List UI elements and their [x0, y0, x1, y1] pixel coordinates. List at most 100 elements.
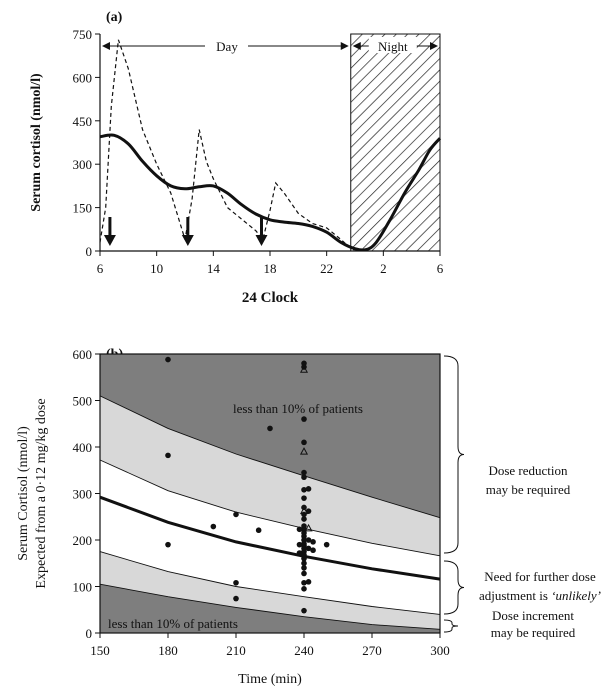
median-curve — [99, 495, 441, 581]
x-tick-label: 22 — [320, 261, 333, 276]
y-tick-label: 500 — [73, 394, 93, 409]
panel-b-chart: (b) 010020030040050060015018021024027030… — [16, 347, 601, 687]
y-tick-label: 600 — [73, 347, 93, 362]
x-tick-label: 6 — [437, 261, 444, 276]
day-arrow-left — [102, 42, 110, 50]
patient-point — [310, 547, 316, 554]
patient-point — [323, 541, 330, 548]
adjust-prefix: adjustment is — [479, 588, 551, 603]
dose-reduction-text-2: may be required — [486, 482, 571, 497]
y-tick-label: 400 — [73, 440, 93, 455]
upper-band-annotation: less than 10% of patients — [233, 401, 363, 416]
x-tick-label: 14 — [207, 261, 221, 276]
patient-point — [301, 486, 307, 493]
day-label: Day — [216, 39, 238, 54]
patient-point — [233, 595, 239, 602]
y-tick-label: 750 — [73, 27, 93, 42]
patient-point — [301, 439, 307, 446]
unlikely-word: ‘unlikely’ — [551, 588, 601, 603]
x-tick-label: 270 — [362, 643, 382, 658]
need-adjust-text-2: adjustment is ‘unlikely’ — [479, 588, 601, 603]
patient-point — [233, 511, 239, 518]
dose-reduction-text-1: Dose reduction — [488, 463, 568, 478]
dose-increment-brace — [443, 619, 459, 633]
patient-triangle — [299, 506, 309, 515]
band-bottom-dark — [100, 584, 440, 633]
x-tick-label: 210 — [226, 643, 246, 658]
panel-a-y-axis-label: Serum cortisol (nmol/l) — [29, 73, 44, 212]
patient-point — [301, 570, 307, 577]
patient-point — [301, 607, 307, 614]
patient-point — [305, 486, 312, 492]
patient-point — [301, 474, 307, 481]
patient-point — [301, 469, 307, 476]
dashed-cortisol-line — [99, 39, 363, 251]
patient-triangle — [299, 365, 309, 373]
x-tick-label: 300 — [430, 643, 450, 658]
dose-increment-text-1: Dose increment — [492, 608, 574, 623]
percentile-bands — [99, 354, 441, 633]
patient-point — [301, 565, 307, 571]
x-tick-label: 2 — [380, 261, 387, 276]
percentile-curve — [99, 583, 441, 630]
patient-point — [301, 555, 307, 562]
y-tick-label: 150 — [73, 201, 93, 216]
dose-arrows — [103, 217, 268, 246]
panel-b-y-axis-label-1: Serum Cortisol (nmol/l) — [16, 426, 31, 561]
x-tick-label: 180 — [158, 643, 178, 658]
patient-points — [165, 356, 330, 614]
panel-b-x-axis-label: Time (min) — [238, 672, 302, 687]
y-tick-label: 100 — [73, 580, 93, 595]
x-tick-label: 10 — [150, 261, 163, 276]
patient-triangle — [304, 523, 313, 532]
y-tick-label: 0 — [86, 244, 93, 259]
y-tick-label: 200 — [73, 533, 93, 548]
percentile-curve — [99, 395, 441, 519]
right-braces — [443, 355, 465, 633]
patient-point — [301, 416, 307, 422]
night-arrow-left — [352, 42, 361, 50]
percentile-curve — [99, 551, 441, 615]
patient-point — [305, 545, 312, 552]
patient-point — [233, 579, 239, 586]
dose-reduction-brace — [443, 355, 465, 554]
patient-point — [165, 356, 171, 363]
patient-point — [301, 560, 307, 567]
patient-point — [267, 425, 273, 432]
dose-increment-text-2: may be required — [491, 625, 576, 640]
x-tick-label: 18 — [264, 261, 277, 276]
patient-point — [301, 579, 307, 586]
solid-cortisol-line — [99, 133, 442, 252]
patient-point — [301, 495, 307, 501]
adjust-unlikely-brace — [443, 560, 465, 615]
night-shaded-region — [350, 33, 441, 252]
patient-point — [210, 523, 217, 530]
y-tick-label: 0 — [86, 626, 93, 641]
dose-arrow-head — [255, 235, 268, 246]
y-tick-label: 600 — [73, 70, 93, 85]
patient-point — [305, 537, 312, 543]
patient-point — [165, 541, 171, 548]
patient-point — [301, 511, 307, 518]
panel-a-x-axis-label: 24 Clock — [242, 290, 299, 306]
night-arrow-right — [430, 42, 438, 50]
night-label-bg — [368, 37, 417, 53]
patient-point — [165, 452, 171, 459]
patient-point — [310, 539, 316, 545]
patient-point — [296, 550, 303, 556]
y-tick-label: 300 — [73, 487, 93, 502]
day-arrow-right — [340, 42, 349, 50]
x-tick-label: 240 — [294, 643, 314, 658]
night-label: Night — [378, 39, 408, 54]
panel-b-ticks: 0 100 200 300 400 500 600 150 180 210 240 270 300 — [73, 347, 450, 658]
x-tick-label: 150 — [90, 643, 110, 658]
x-tick-label: 6 — [97, 261, 104, 276]
need-adjust-text-1: Need for further dose — [484, 569, 596, 584]
patient-point — [301, 586, 307, 592]
panel-a-label: (a) — [106, 10, 123, 25]
dose-arrow-head — [103, 235, 116, 246]
dose-arrow-head — [181, 235, 194, 246]
